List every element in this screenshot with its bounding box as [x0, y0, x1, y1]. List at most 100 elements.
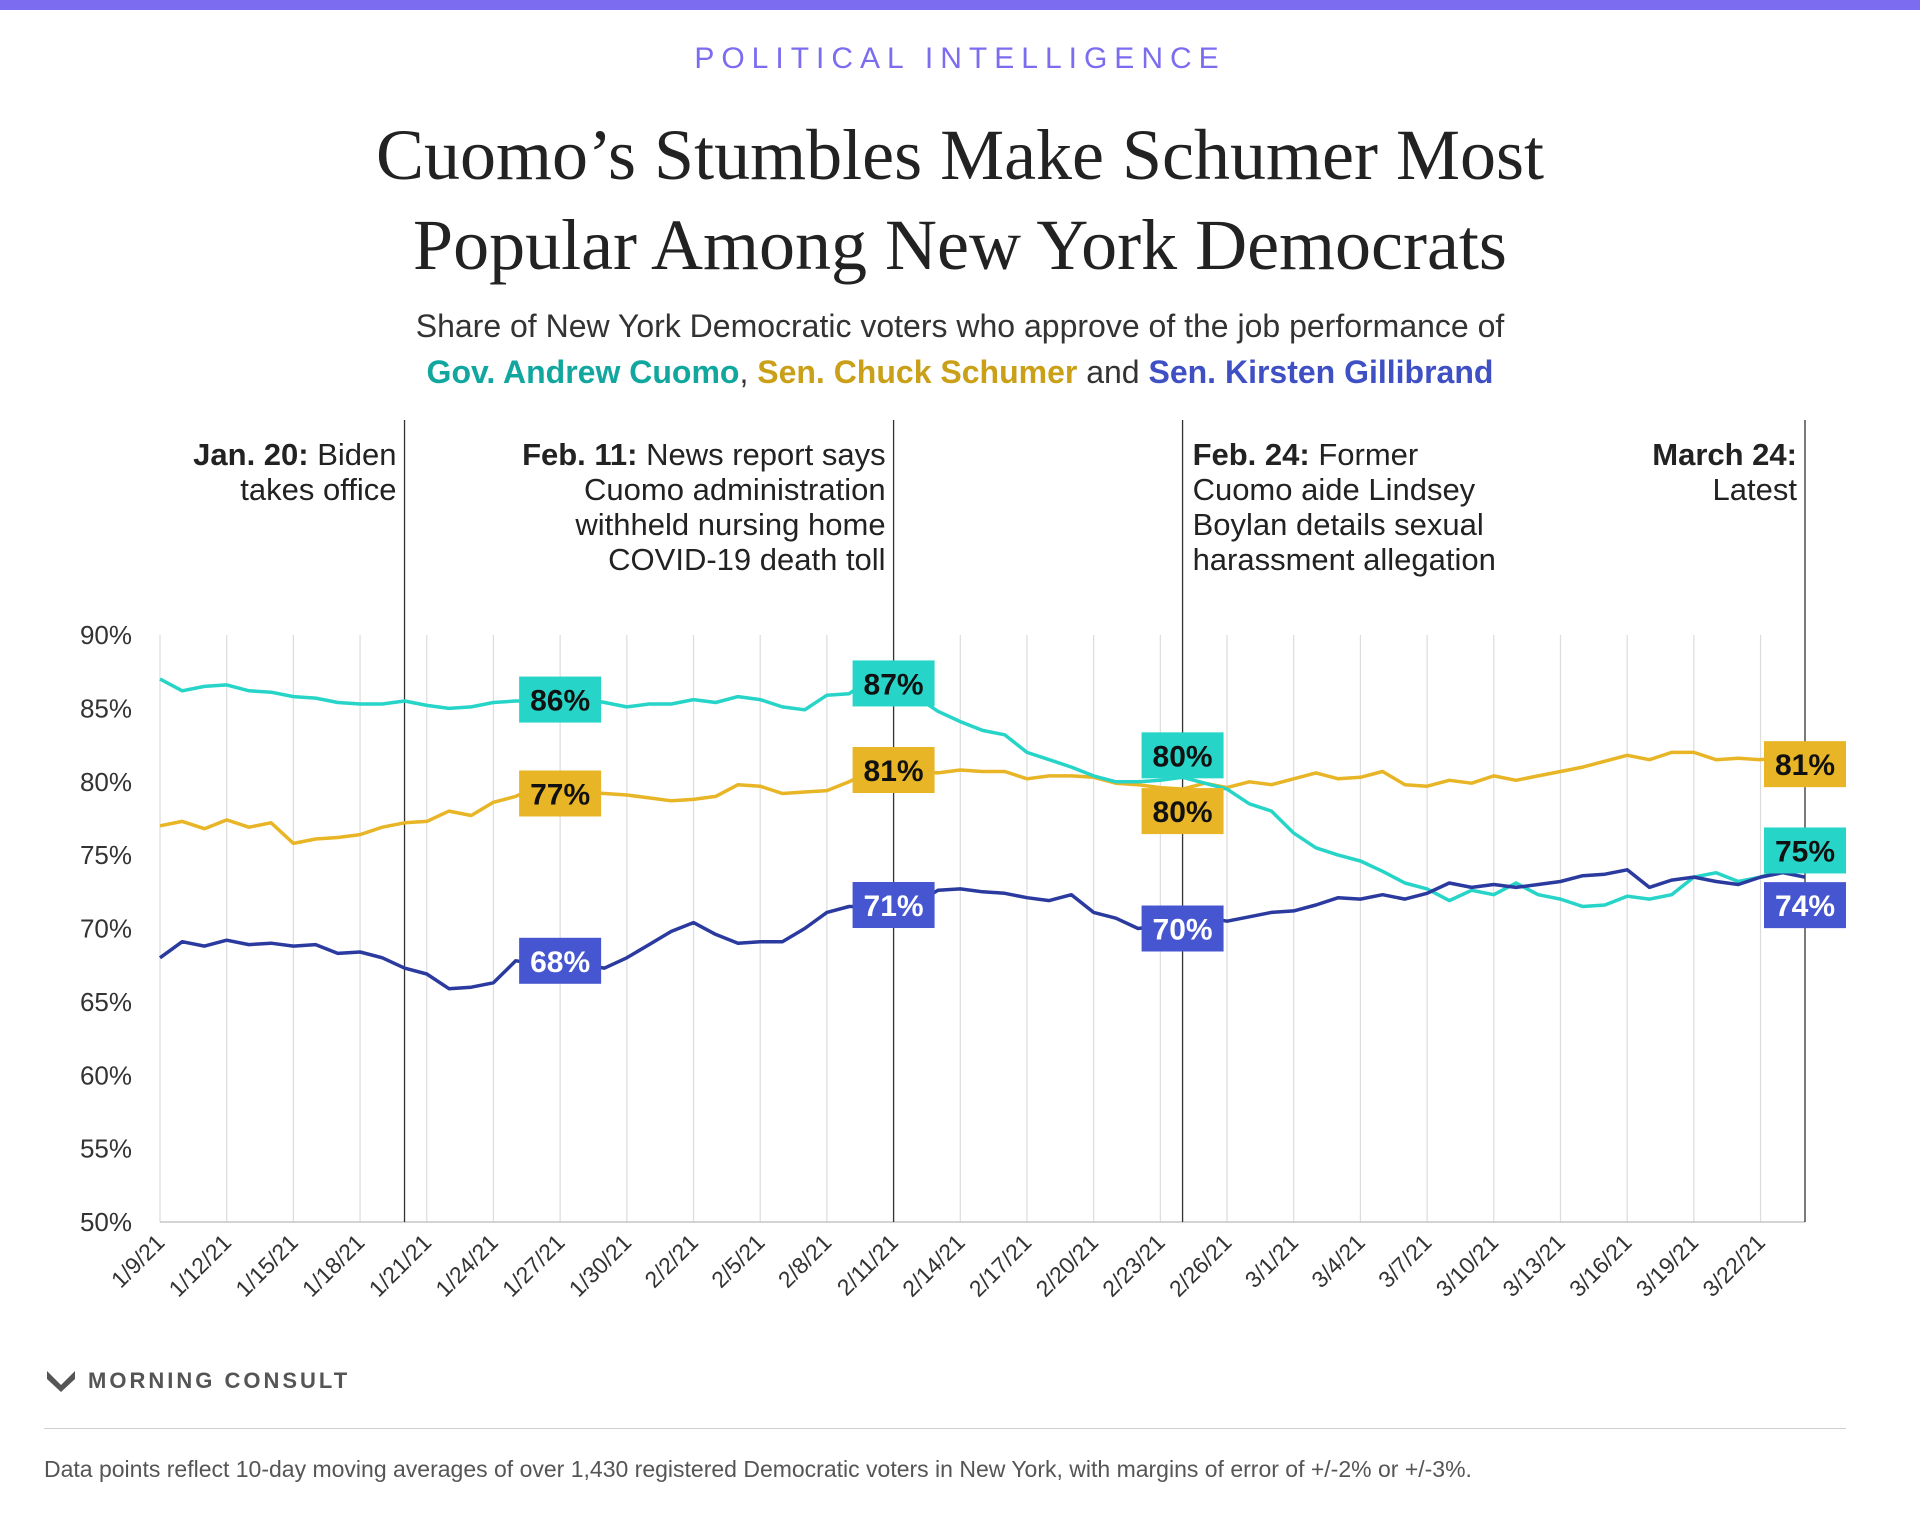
x-tick-label: 1/27/21 — [497, 1229, 570, 1302]
x-tick-label: 2/14/21 — [897, 1229, 970, 1302]
schumer-value-label: 81% — [864, 755, 924, 788]
x-tick-label: 2/2/21 — [639, 1229, 703, 1293]
x-tick-label: 3/7/21 — [1373, 1229, 1437, 1293]
gillibrand-value-label-box — [1141, 905, 1224, 952]
kicker: POLITICAL INTELLIGENCE — [694, 42, 1226, 75]
annotation-text: takes office — [240, 472, 396, 507]
x-tick-label: 1/30/21 — [564, 1229, 637, 1302]
annotation-date: Feb. 11: — [522, 437, 646, 472]
x-axis-ticks: 1/9/211/12/211/15/211/18/211/21/211/24/2… — [106, 1229, 1770, 1302]
gillibrand-value-label: 71% — [864, 890, 924, 923]
annotation-text: Cuomo administration — [584, 472, 886, 507]
gillibrand-value-label-box — [852, 882, 935, 929]
annotation-text: Boylan details sexual — [1193, 507, 1484, 542]
x-tick-label: 2/11/21 — [832, 1229, 903, 1300]
morning-consult-mark-icon — [47, 1371, 75, 1392]
schumer-value-label-box — [519, 770, 602, 817]
cuomo-value-label-box — [519, 676, 602, 723]
annotation-text: withheld nursing home — [574, 507, 885, 542]
y-tick-label: 90% — [80, 620, 132, 650]
cuomo-value-label: 86% — [530, 685, 590, 718]
morning-consult-logo: MORNING CONSULT — [46, 1365, 350, 1397]
event-annotation: Feb. 24: Former Cuomo aide Lindsey Boylan … — [1193, 437, 1496, 577]
legend-schumer: Sen. Chuck Schumer — [757, 354, 1078, 390]
x-tick-label: 2/20/21 — [1031, 1229, 1104, 1302]
event-annotations: Jan. 20: Biden takes office Feb. 11: News … — [193, 437, 1797, 577]
y-tick-label: 60% — [80, 1060, 132, 1090]
event-annotation: Jan. 20: Biden takes office — [193, 437, 396, 507]
event-annotation: Feb. 11: News report says Cuomo administr… — [522, 437, 886, 577]
gillibrand-value-label: 70% — [1153, 914, 1213, 947]
y-tick-label: 55% — [80, 1134, 132, 1164]
gillibrand-value-label: 68% — [530, 946, 590, 979]
schumer-value-label-box — [1141, 788, 1224, 835]
footnote: Data points reflect 10-day moving averag… — [44, 1456, 1472, 1482]
y-tick-label: 50% — [80, 1207, 132, 1237]
x-tick-label: 1/24/21 — [430, 1229, 503, 1302]
cuomo-value-label-box — [1141, 732, 1224, 779]
legend-cuomo: Gov. Andrew Cuomo — [426, 354, 740, 390]
y-tick-label: 75% — [80, 840, 132, 870]
cuomo-value-label: 75% — [1775, 835, 1835, 868]
cuomo-value-label-box — [852, 660, 935, 707]
annotation-text: News report says — [646, 437, 885, 472]
cuomo-value-label: 87% — [864, 668, 924, 701]
annotation-text: Biden — [317, 437, 396, 472]
subtitle-line-1: Share of New York Democratic voters who … — [415, 308, 1505, 344]
subtitle-line-2: Gov. Andrew Cuomo, Sen. Chuck Schumer an… — [160, 349, 1760, 395]
legend-gillibrand: Sen. Kirsten Gillibrand — [1148, 354, 1494, 390]
x-tick-label: 3/19/21 — [1631, 1229, 1704, 1302]
title-line-2: Popular Among New York Democrats — [413, 205, 1507, 285]
gillibrand-line — [158, 868, 1806, 991]
annotation-text: Cuomo aide Lindsey — [1193, 472, 1476, 507]
footer-divider — [44, 1428, 1846, 1429]
event-annotation: March 24: Latest — [1652, 437, 1797, 507]
top-accent-bar — [0, 0, 1920, 10]
x-tick-label: 1/9/21 — [106, 1229, 170, 1293]
annotation-text: harassment allegation — [1193, 542, 1496, 577]
x-tick-label: 3/16/21 — [1564, 1229, 1637, 1302]
value-labels: 86% 87% 80% 75% 77% 81% 80% 81% 68% 71% 70% 74% — [519, 660, 1846, 984]
annotation-date: Jan. 20: — [193, 437, 317, 472]
legend-sep-2: and — [1077, 354, 1149, 390]
cuomo-line — [159, 677, 1806, 909]
x-tick-label: 2/26/21 — [1164, 1229, 1237, 1302]
approval-line-chart: 50% 55% 60% 65% 70% 75% 80% 85% 90% 1/9/211/12/2… — [80, 420, 1846, 1302]
chart-title: Cuomo’s Stumbles Make Schumer Most Popul… — [160, 110, 1760, 290]
annotation-date: Feb. 24: — [1193, 437, 1319, 472]
y-tick-label: 80% — [80, 767, 132, 797]
x-tick-label: 2/5/21 — [706, 1229, 770, 1293]
logo-text: MORNING CONSULT — [88, 1368, 351, 1393]
x-tick-label: 2/8/21 — [773, 1229, 837, 1293]
x-tick-label: 3/4/21 — [1306, 1229, 1370, 1293]
annotation-text: Former — [1318, 437, 1418, 472]
x-tick-label: 3/10/21 — [1431, 1229, 1504, 1302]
legend-sep-1: , — [739, 354, 758, 390]
annotation-text: COVID-19 death toll — [608, 542, 885, 577]
x-tick-label: 3/22/21 — [1697, 1229, 1770, 1302]
schumer-value-label: 77% — [530, 778, 590, 811]
title-line-1: Cuomo’s Stumbles Make Schumer Most — [376, 115, 1544, 195]
schumer-value-label-box — [1764, 741, 1846, 788]
x-tick-label: 1/15/21 — [230, 1229, 303, 1302]
x-tick-label: 1/18/21 — [297, 1229, 370, 1302]
series-lines — [158, 677, 1806, 991]
schumer-line — [159, 750, 1806, 846]
gillibrand-value-label-box — [519, 937, 602, 984]
schumer-value-label: 80% — [1153, 796, 1213, 829]
annotation-text: Latest — [1713, 472, 1798, 507]
x-tick-label: 2/23/21 — [1097, 1229, 1170, 1302]
x-tick-label: 1/12/21 — [164, 1229, 237, 1302]
x-tick-label: 1/21/21 — [364, 1229, 437, 1302]
chart-subtitle: Share of New York Democratic voters who … — [160, 303, 1760, 395]
schumer-value-label-box — [852, 747, 935, 794]
cuomo-value-label-box — [1764, 827, 1846, 874]
x-tick-label: 3/13/21 — [1497, 1229, 1570, 1302]
annotation-date: March 24: — [1652, 437, 1797, 472]
x-tick-label: 2/17/21 — [964, 1229, 1037, 1302]
schumer-value-label: 81% — [1775, 749, 1835, 782]
x-tick-label: 3/1/21 — [1240, 1229, 1304, 1293]
y-tick-label: 85% — [80, 693, 132, 723]
grid-lines — [159, 635, 1805, 1223]
y-tick-label: 65% — [80, 987, 132, 1017]
